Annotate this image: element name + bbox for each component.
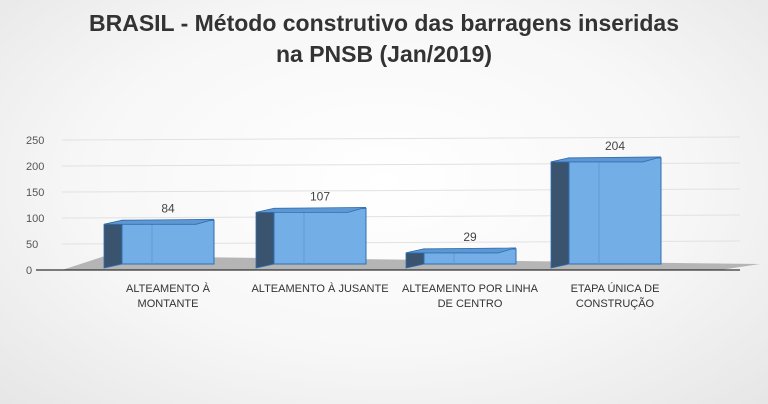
x-category-label-line: ALTEAMENTO À	[126, 282, 211, 295]
chart-title-line-2: na PNSB (Jan/2019)	[275, 41, 493, 67]
data-label: 204	[605, 139, 625, 153]
bar-top	[405, 247, 517, 254]
gridline	[61, 136, 741, 141]
y-tick-label: 250	[26, 135, 44, 147]
x-category-label-line: ALTEAMENTO POR LINHA	[402, 283, 539, 295]
y-tick-label: 100	[26, 213, 44, 225]
x-category-label: ETAPA ÚNICA DE CONSTRUÇÃO	[571, 282, 660, 310]
bar-side	[550, 157, 570, 269]
data-label: 107	[310, 189, 330, 203]
bar-side	[103, 219, 123, 269]
y-tick-label: 200	[26, 161, 44, 173]
x-category-label-line: ETAPA ÚNICA DE	[571, 282, 660, 295]
chart-title: BRASIL - Método construtivo das barragen…	[0, 8, 768, 70]
x-category-label-line: CONSTRUÇÃO	[576, 297, 655, 310]
bar-top	[550, 156, 662, 163]
bar-side	[255, 207, 275, 269]
bar	[121, 219, 215, 265]
x-category-label-line: DE CENTRO	[438, 298, 503, 310]
bar-top	[255, 206, 367, 213]
bar	[273, 207, 367, 265]
bar-top	[103, 218, 215, 225]
x-category-label: ALTEAMENTO À MONTANTE	[126, 282, 211, 310]
y-tick-label: 0	[26, 265, 32, 277]
bar	[568, 157, 662, 265]
data-label: 29	[463, 230, 477, 244]
y-tick-label: 50	[26, 239, 38, 251]
x-category-label-line: MONTANTE	[138, 298, 199, 310]
data-label: 84	[161, 201, 175, 215]
x-category-label: ALTEAMENTO À JUSANTE	[251, 282, 388, 295]
x-category-label-line: ALTEAMENTO À JUSANTE	[251, 282, 388, 295]
y-tick-label: 150	[26, 187, 44, 199]
x-category-label: ALTEAMENTO POR LINHA DE CENTRO	[402, 283, 539, 310]
chart-title-line-1: BRASIL - Método construtivo das barragen…	[88, 10, 680, 36]
